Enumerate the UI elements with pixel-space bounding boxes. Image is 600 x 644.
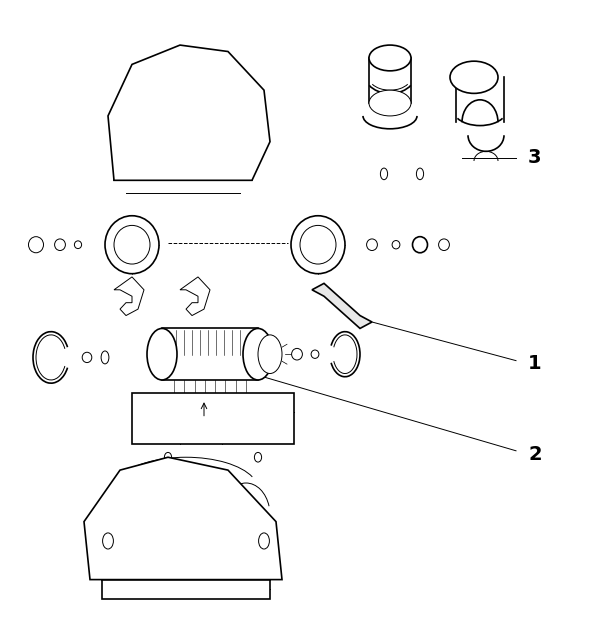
Polygon shape [84, 457, 282, 580]
Bar [102, 580, 270, 599]
Ellipse shape [29, 237, 44, 253]
Ellipse shape [55, 239, 65, 251]
Ellipse shape [258, 335, 282, 374]
Ellipse shape [101, 351, 109, 364]
Ellipse shape [254, 452, 262, 462]
Ellipse shape [369, 90, 411, 116]
Ellipse shape [259, 533, 269, 549]
Polygon shape [108, 45, 270, 180]
Ellipse shape [164, 452, 172, 462]
Ellipse shape [105, 216, 159, 274]
Ellipse shape [103, 533, 113, 549]
Ellipse shape [292, 348, 302, 360]
Text: 3: 3 [528, 148, 542, 167]
Ellipse shape [439, 239, 449, 251]
Ellipse shape [147, 328, 177, 380]
Text: 1: 1 [528, 354, 542, 374]
Ellipse shape [300, 225, 336, 264]
Ellipse shape [243, 328, 273, 380]
Ellipse shape [380, 168, 388, 180]
Ellipse shape [392, 241, 400, 249]
Ellipse shape [74, 241, 82, 249]
Ellipse shape [450, 61, 498, 93]
Ellipse shape [416, 168, 424, 180]
Polygon shape [114, 277, 144, 316]
Ellipse shape [114, 225, 150, 264]
Ellipse shape [369, 45, 411, 71]
Ellipse shape [82, 352, 92, 363]
Polygon shape [132, 393, 294, 444]
Ellipse shape [291, 216, 345, 274]
Polygon shape [312, 283, 372, 328]
Ellipse shape [367, 239, 377, 251]
Ellipse shape [311, 350, 319, 358]
Ellipse shape [413, 237, 427, 253]
Polygon shape [180, 277, 210, 316]
Text: 2: 2 [528, 444, 542, 464]
